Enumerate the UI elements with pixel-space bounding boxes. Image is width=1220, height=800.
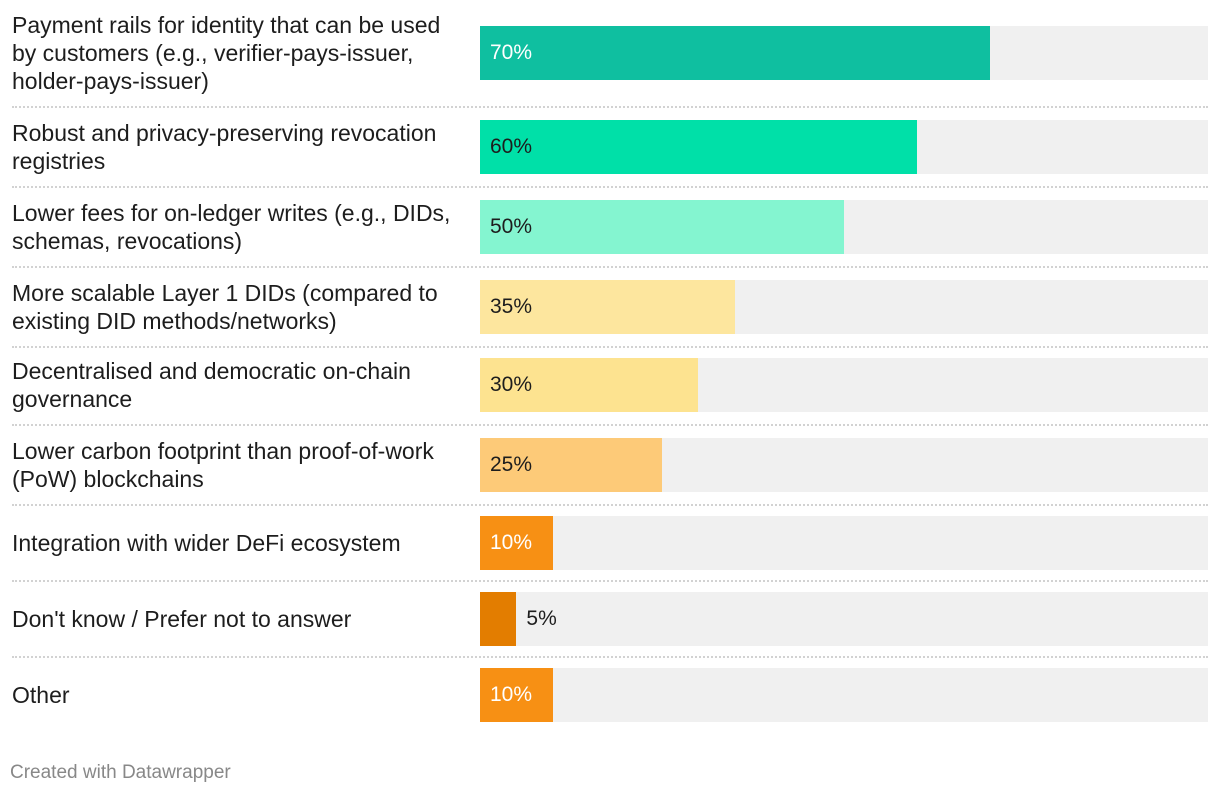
bar[interactable] bbox=[480, 438, 662, 492]
bar-value-label: 10% bbox=[490, 531, 533, 554]
bar-value-label: 5% bbox=[526, 607, 557, 630]
bar[interactable] bbox=[480, 592, 517, 646]
bar-track: 10% bbox=[480, 516, 1208, 570]
row-separator bbox=[12, 186, 1208, 188]
bar-chart: Payment rails for identity that can be u… bbox=[12, 12, 1208, 722]
bar[interactable] bbox=[480, 280, 735, 334]
bar-track: 10% bbox=[480, 668, 1208, 722]
row-separator bbox=[12, 656, 1208, 658]
bar-track: 35% bbox=[480, 280, 1208, 334]
row-separator bbox=[12, 266, 1208, 268]
bar[interactable] bbox=[480, 120, 917, 174]
category-label: Payment rails for identity that can be u… bbox=[12, 12, 441, 94]
category-label: Don't know / Prefer not to answer bbox=[12, 606, 352, 632]
category-label: Robust and privacy-preserving revocation… bbox=[12, 120, 437, 174]
bar-track: 5% bbox=[480, 592, 1208, 646]
bar-value-label: 60% bbox=[490, 135, 533, 158]
bar-value-label: 30% bbox=[490, 373, 533, 396]
category-label: Decentralised and democratic on-chain go… bbox=[12, 358, 411, 412]
bar-value-label: 25% bbox=[490, 453, 533, 476]
bar[interactable] bbox=[480, 200, 844, 254]
bar[interactable] bbox=[480, 358, 699, 412]
row-separator bbox=[12, 106, 1208, 108]
bar-value-label: 70% bbox=[490, 41, 533, 64]
category-label: More scalable Layer 1 DIDs (compared to … bbox=[12, 280, 438, 334]
row-separator bbox=[12, 580, 1208, 582]
bar-track: 50% bbox=[480, 200, 1208, 254]
bar-value-label: 35% bbox=[490, 295, 533, 318]
bar-value-label: 50% bbox=[490, 215, 533, 238]
row-separator bbox=[12, 504, 1208, 506]
datawrapper-credit[interactable]: Created with Datawrapper bbox=[10, 762, 231, 783]
row-separator bbox=[12, 424, 1208, 426]
category-label: Other bbox=[12, 682, 70, 708]
bar-track: 25% bbox=[480, 438, 1208, 492]
bar-value-label: 10% bbox=[490, 683, 533, 706]
category-label: Lower carbon footprint than proof-of-wor… bbox=[12, 438, 434, 492]
row-separator bbox=[12, 346, 1208, 348]
category-label: Lower fees for on-ledger writes (e.g., D… bbox=[12, 200, 451, 254]
bar-track: 30% bbox=[480, 358, 1208, 412]
bar[interactable] bbox=[480, 26, 990, 80]
bar[interactable] bbox=[480, 516, 553, 570]
bar-track: 70% bbox=[480, 26, 1208, 80]
bar-track: 60% bbox=[480, 120, 1208, 174]
category-label: Integration with wider DeFi ecosystem bbox=[12, 530, 401, 556]
bar[interactable] bbox=[480, 668, 553, 722]
